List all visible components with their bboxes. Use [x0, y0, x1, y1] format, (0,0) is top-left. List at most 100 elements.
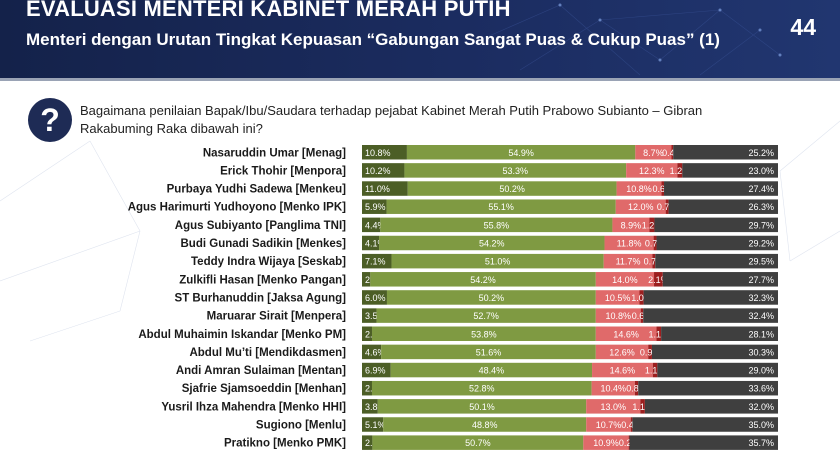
data-label-tt-tj: 26.3%	[748, 202, 774, 212]
data-label-tidak-puas: 0.6%	[632, 311, 653, 321]
bar-sangat-puas	[362, 217, 381, 233]
data-label-kurang-puas: 14.6%	[613, 329, 639, 339]
bar-sangat-puas	[362, 181, 408, 196]
data-label-cukup-puas: 54.2%	[470, 275, 496, 285]
data-label-kurang-puas: 10.9%	[593, 438, 619, 448]
data-label-kurang-puas: 13.0%	[600, 402, 626, 412]
category-label: Nasaruddin Umar [Menag]	[203, 147, 346, 159]
data-label-cukup-puas: 50.2%	[479, 293, 505, 303]
bar-kurang-puas	[586, 417, 631, 432]
data-label-kurang-puas: 10.8%	[605, 311, 631, 321]
bar-tidak-puas	[639, 290, 644, 305]
background-network-decoration	[0, 120, 840, 342]
bar-kurang-puas	[604, 235, 654, 251]
bar-tt-tj	[638, 380, 778, 396]
data-label-tt-tj: 30.3%	[748, 347, 774, 357]
category-label: Sugiono [Menlu]	[256, 420, 346, 432]
data-label-cukup-puas: 53.8%	[471, 329, 497, 339]
data-label-cukup-puas: 54.9%	[508, 148, 534, 158]
category-label: Sjafrie Sjamsoeddin [Menhan]	[182, 383, 346, 395]
category-label: Abdul Muhaimin Iskandar [Menko PM]	[138, 329, 346, 341]
data-label-cukup-puas: 51.6%	[476, 347, 502, 357]
bar-kurang-puas	[595, 272, 655, 287]
data-label-cukup-puas: 52.7%	[473, 311, 499, 321]
data-label-cukup-puas: 55.8%	[484, 220, 510, 230]
bar-sangat-puas	[362, 290, 387, 305]
data-label-cukup-puas: 48.8%	[472, 420, 498, 430]
bar-kurang-puas	[626, 163, 678, 178]
bar-tt-tj	[629, 435, 778, 450]
data-label-sangat-puas: 4.1%	[365, 239, 386, 249]
bar-tt-tj	[643, 290, 778, 305]
bar-tidak-puas	[654, 272, 663, 287]
bar-sangat-puas	[362, 199, 387, 214]
data-label-tidak-puas: 0.4%	[662, 148, 683, 158]
bar-cukup-puas	[371, 380, 592, 396]
category-label: ST Burhanuddin [Jaksa Agung]	[175, 292, 347, 304]
data-label-sangat-puas: 10.8%	[365, 148, 391, 158]
data-label-tt-tj: 27.4%	[748, 184, 774, 194]
category-label: Agus Harimurti Yudhoyono [Menko IPK]	[128, 202, 346, 214]
data-label-kurang-puas: 12.3%	[639, 166, 665, 176]
data-label-cukup-puas: 53.3%	[503, 166, 529, 176]
data-label-tt-tj: 32.3%	[748, 293, 774, 303]
bar-kurang-puas	[586, 399, 641, 414]
bar-tidak-puas	[640, 399, 645, 414]
bar-kurang-puas	[595, 344, 649, 360]
bar-cukup-puas	[371, 326, 596, 341]
data-label-tidak-puas: 1.0%	[631, 293, 652, 303]
survey-question: Bagaimana penilaian Bapak/Ibu/Saudara te…	[80, 103, 703, 136]
bar-cukup-puas	[380, 217, 613, 233]
data-label-kurang-puas: 10.7%	[596, 420, 622, 430]
category-label: Abdul Mu’ti [Mendikdasmen]	[189, 347, 346, 359]
bar-tidak-puas	[649, 217, 655, 233]
bar-sangat-puas	[362, 145, 407, 160]
bar-tt-tj	[661, 326, 778, 341]
bar-tt-tj	[643, 308, 778, 323]
data-label-tt-tj: 23.0%	[748, 166, 774, 176]
bar-cukup-puas	[377, 399, 587, 414]
header-divider	[0, 78, 840, 81]
bar-sangat-puas	[362, 417, 384, 432]
header-banner: EVALUASI MENTERI KABINET MERAH PUTIH Men…	[0, 0, 840, 78]
page-title: EVALUASI MENTERI KABINET MERAH PUTIH	[26, 0, 511, 21]
bar-sangat-puas	[362, 380, 372, 396]
category-label: Pratikno [Menko PMK]	[224, 438, 346, 450]
bar-cukup-puas	[379, 235, 605, 251]
bar-tt-tj	[673, 145, 778, 160]
bar-tt-tj	[656, 235, 778, 251]
bar-kurang-puas	[592, 362, 653, 378]
bar-tt-tj	[644, 399, 778, 414]
data-label-kurang-puas: 10.5%	[605, 293, 631, 303]
bar-cukup-puas	[404, 163, 627, 178]
bar-tidak-puas	[661, 181, 665, 196]
data-label-sangat-puas: 4.6%	[365, 347, 386, 357]
question-mark-icon: ?	[28, 98, 72, 142]
category-label: Maruarar Sirait [Menpera]	[207, 311, 346, 323]
bar-tt-tj	[651, 344, 778, 360]
data-label-sangat-puas: 5.1%	[365, 420, 386, 430]
data-label-tidak-puas: 0.2%	[619, 438, 640, 448]
bar-tt-tj	[682, 163, 778, 178]
bar-kurang-puas	[595, 308, 641, 323]
bar-cukup-puas	[406, 145, 636, 160]
bar-cukup-puas	[381, 344, 596, 360]
bar-cukup-puas	[383, 417, 587, 432]
bar-cukup-puas	[370, 272, 596, 287]
bar-tidak-puas	[677, 163, 683, 178]
bar-kurang-puas	[635, 145, 672, 160]
bar-tidak-puas	[648, 344, 652, 360]
bar-kurang-puas	[616, 181, 662, 196]
bar-sangat-puas	[362, 362, 391, 378]
bar-sangat-puas	[362, 272, 371, 287]
bar-sangat-puas	[362, 344, 382, 360]
bar-tidak-puas	[656, 326, 662, 341]
bar-tidak-puas	[634, 380, 639, 396]
data-label-sangat-puas: 6.0%	[365, 293, 386, 303]
data-label-kurang-puas: 8.7%	[643, 148, 664, 158]
bar-sangat-puas	[362, 399, 378, 414]
bar-cukup-puas	[386, 199, 616, 214]
bar-tidak-puas	[652, 362, 658, 378]
category-label: Teddy Indra Wijaya [Seskab]	[191, 256, 346, 268]
